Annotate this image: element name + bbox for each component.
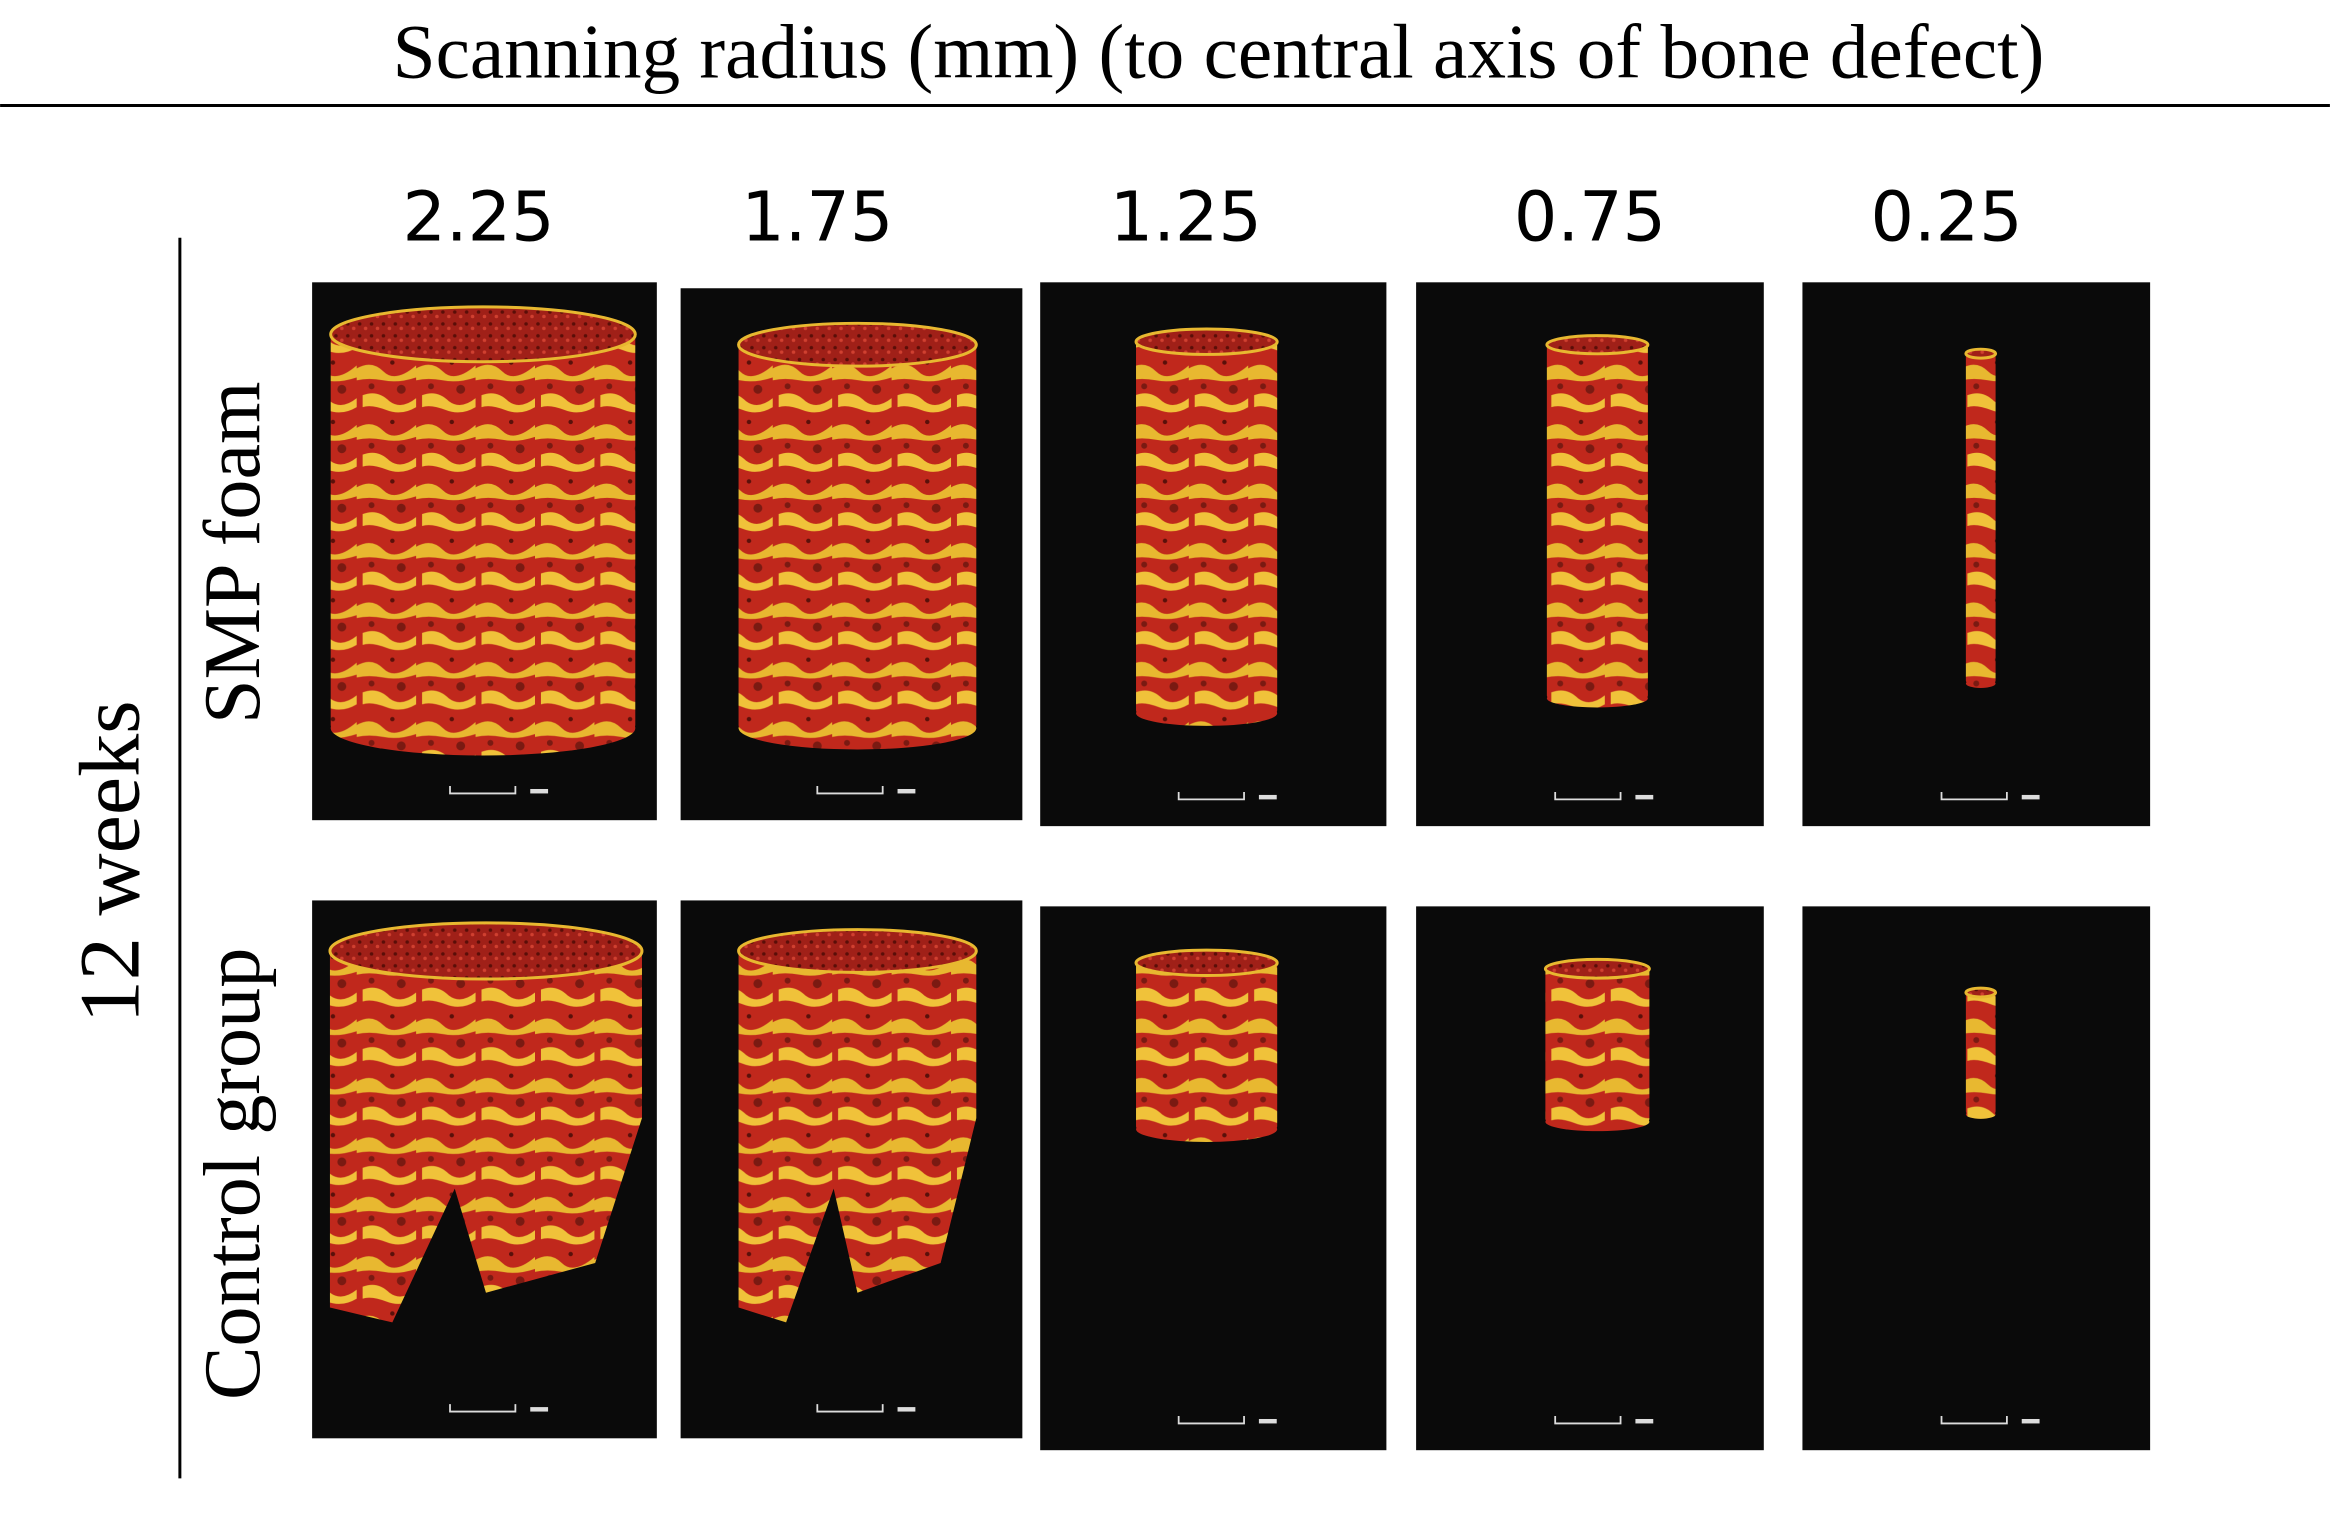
scale-bar-unit [530,788,549,794]
row-label: Control group [189,948,277,1400]
bone-cylinder [1546,344,1648,699]
scale-bar-unit [897,1407,916,1412]
bone-cylinder [738,344,977,729]
scan-panel [1040,906,1387,1451]
cylinder-base [1545,1112,1650,1132]
cylinder-base [330,700,636,756]
bone-cylinder [738,950,977,1323]
scale-bar-unit [897,788,916,794]
cylinder-top [1545,334,1650,356]
column-label: 1.75 [741,179,893,258]
cylinder-base [1965,1109,1996,1119]
bone-cylinder [1136,341,1278,714]
scan-panel [312,900,657,1439]
bone-cylinder [1965,992,1996,1115]
cylinder-top [1134,327,1279,356]
cylinder-base [1136,700,1278,726]
scale-bar-unit [1258,794,1277,800]
cylinder-top [737,321,978,368]
row-label: SMP foam [189,382,277,724]
scale-bar [816,1404,884,1413]
scale-bar-unit [1635,794,1654,800]
column-label: 2.25 [402,179,554,258]
scale-bar-unit [1635,1418,1654,1424]
scale-bar [816,786,884,795]
column-label: 0.75 [1514,179,1666,258]
cylinder-top [328,921,644,981]
scale-bar-unit [1258,1418,1277,1424]
scan-panel [1416,282,1764,827]
bone-cylinder [330,334,636,729]
bone-cylinder [329,950,642,1323]
scale-bar-unit [2021,1418,2040,1424]
cylinder-base [1546,689,1648,708]
scan-panel [1416,906,1764,1451]
cylinder-base [738,706,977,750]
scan-panel [312,282,657,821]
scale-bar [1177,1416,1245,1425]
bone-cylinder [1136,962,1278,1130]
cylinder-top [329,305,637,364]
scale-bar [449,1404,517,1413]
scale-bar [1177,791,1245,801]
cylinder-top [1964,347,1998,360]
scale-bar-unit [2021,794,2040,800]
scale-bar-unit [530,1407,549,1412]
title: Scanning radius (mm) (to central axis of… [393,8,2045,94]
bone-cylinder [1545,968,1650,1122]
scale-bar [1554,1416,1622,1425]
panel-grid [312,282,2151,1451]
scan-panel [680,288,1023,821]
scale-bar [1940,1416,2008,1425]
cylinder-top [1543,957,1651,980]
scan-panel [1802,282,2151,827]
cylinder-base [1965,679,1996,688]
scan-panel [1040,282,1387,827]
column-label: 1.25 [1110,179,1262,258]
column-label: 0.25 [1870,179,2022,258]
scan-panel [680,900,1023,1439]
group-label: 12 weeks [62,700,158,1023]
scale-bar [449,786,517,795]
scale-bar [1940,791,2008,801]
scale-bar [1554,791,1622,801]
bone-cylinder [1965,353,1996,684]
cylinder-base [1136,1116,1278,1142]
scan-panel [1802,906,2151,1451]
cylinder-top [737,928,978,974]
cylinder-top [1964,986,1998,999]
cylinder-top [1134,948,1279,978]
